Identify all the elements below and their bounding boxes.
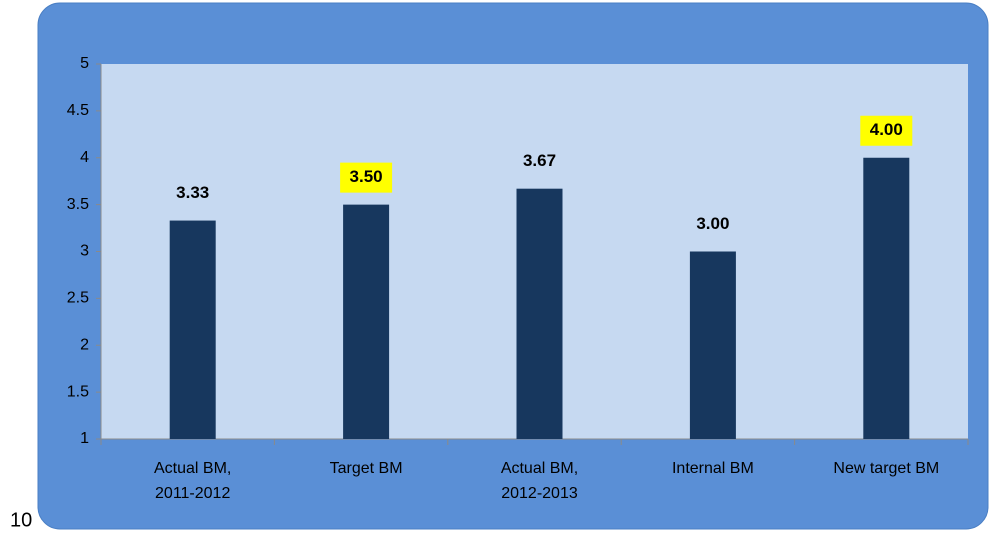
- x-tick-label-box: New target BM: [833, 460, 940, 477]
- x-tick-label: Internal BM: [671, 460, 754, 477]
- y-tick-label: 1.5: [67, 383, 89, 400]
- value-label: 3.33: [176, 183, 209, 202]
- x-tick-label-box: Internal BM: [671, 460, 754, 477]
- x-tick-label-box: Actual BM, 2011-2012: [154, 460, 232, 502]
- y-tick-label: 4: [80, 149, 89, 166]
- value-label: 4.00: [870, 120, 903, 139]
- y-tick-label: 3.5: [67, 196, 89, 213]
- y-tick-label: 2.5: [67, 290, 89, 307]
- x-tick-label-box: Target BM: [329, 460, 403, 477]
- page-number: 10: [10, 509, 32, 531]
- y-tick-label: 4.5: [67, 102, 89, 119]
- value-label: 3.00: [696, 214, 729, 233]
- x-tick-label: New target BM: [833, 460, 940, 477]
- bar: [689, 251, 736, 439]
- value-label-highlight: [340, 162, 393, 193]
- value-label-highlight: [860, 115, 913, 146]
- bar: [863, 157, 910, 439]
- x-tick-label: Target BM: [329, 460, 403, 477]
- x-tick-label: Actual BM, 2011-2012: [154, 460, 232, 502]
- y-tick-label: 2: [80, 336, 89, 353]
- y-tick-label: 1: [80, 430, 89, 447]
- bar: [343, 204, 390, 439]
- value-label: 3.50: [350, 167, 383, 186]
- value-label: 3.67: [523, 151, 556, 170]
- y-tick-label: 5: [80, 55, 89, 72]
- x-tick-label-box: Actual BM, 2012-2013: [500, 460, 579, 502]
- x-tick-label: Actual BM, 2012-2013: [500, 460, 579, 502]
- bar: [169, 220, 216, 439]
- bar: [516, 188, 563, 439]
- y-tick-label: 3: [80, 243, 89, 260]
